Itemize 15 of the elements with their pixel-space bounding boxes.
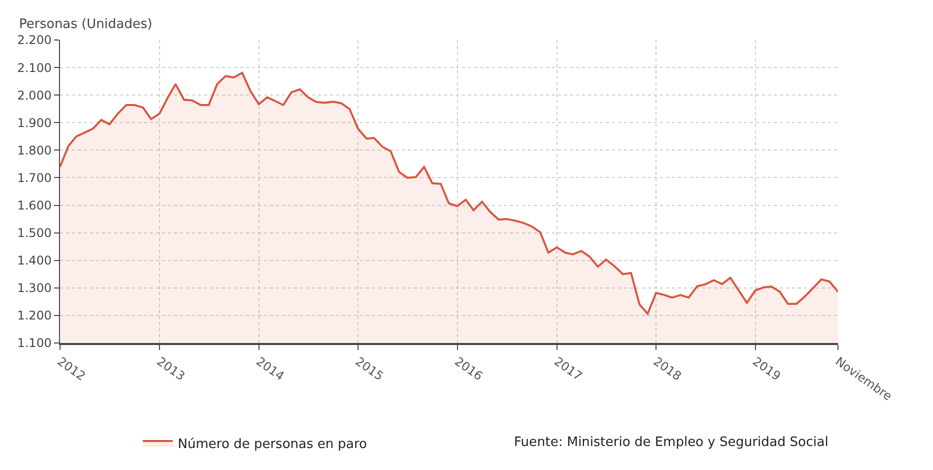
legend-label: Número de personas en paro (178, 437, 368, 452)
y-tick-label: 1.300 (17, 281, 52, 296)
y-tick-label: 2.200 (17, 33, 52, 48)
y-tick-label: 1.200 (17, 308, 52, 323)
y-tick-label: 1.400 (17, 254, 52, 268)
y-axis-title: Personas (Unidades) (19, 17, 152, 32)
y-tick-label: 1.800 (17, 143, 52, 158)
y-tick-label: 1.500 (17, 226, 52, 240)
y-tick-label: 1.600 (17, 198, 52, 212)
y-tick-label: 1.900 (17, 116, 52, 130)
source-note: Fuente: Ministerio de Empleo y Seguridad Social (514, 435, 828, 450)
y-tick-label: 2.100 (17, 60, 52, 75)
y-tick-label: 2.000 (17, 88, 52, 102)
y-tick-label: 1.100 (17, 336, 52, 350)
y-tick-label: 1.700 (17, 170, 52, 185)
